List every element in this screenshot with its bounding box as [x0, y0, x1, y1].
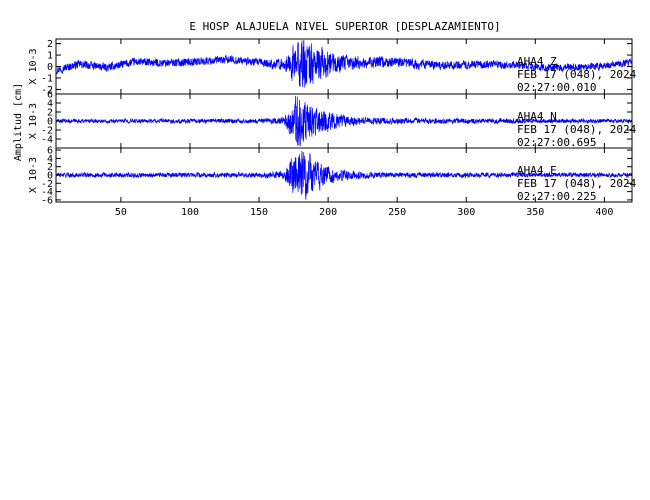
y-tick-label: 2: [47, 108, 53, 119]
station-component: AHA4 E: [517, 164, 557, 177]
scale-label: X 10-3: [28, 157, 39, 193]
record-date: FEB 17 (048), 2024: [517, 177, 637, 190]
x-axis: 50 100 150 200 250 300 350 400: [115, 39, 613, 218]
waveform-n: [55, 95, 633, 146]
y-tick-label: 1: [47, 51, 53, 62]
x-tick-label: 300: [457, 207, 475, 218]
x-tick-label: 200: [319, 207, 337, 218]
station-component: AHA4 N: [517, 110, 557, 123]
x-tick-label: 150: [250, 207, 268, 218]
y-tick-label: 0: [47, 117, 53, 128]
chart-title: E HOSP ALAJUELA NIVEL SUPERIOR [DESPLAZA…: [189, 20, 500, 33]
x-tick-label: 100: [181, 207, 199, 218]
waveform-z: [55, 39, 633, 88]
x-tick-label: 350: [526, 207, 544, 218]
y-tick-label: 6: [47, 146, 53, 157]
x-tick-label: 250: [388, 207, 406, 218]
scale-label: X 10-3: [28, 103, 39, 139]
station-component: AHA4 Z: [517, 55, 557, 68]
y-axis-label: Amplitud [cm]: [13, 83, 24, 161]
y-tick-label: 6: [47, 90, 53, 101]
record-date: FEB 17 (048), 2024: [517, 68, 637, 81]
y-tick-label: -1: [41, 73, 53, 84]
y-tick-label: -4: [41, 187, 53, 198]
record-time: 02:27:00.225: [517, 190, 596, 203]
y-tick-label: -4: [41, 135, 53, 146]
y-tick-label: 0: [47, 62, 53, 73]
y-tick-label: 4: [47, 99, 53, 110]
y-tick-label: -2: [41, 179, 53, 190]
scale-label: X 10-3: [28, 48, 39, 84]
y-tick-label: -2: [41, 85, 53, 96]
waveform-e: [55, 150, 633, 200]
y-tick-label: 0: [47, 171, 53, 182]
record-date: FEB 17 (048), 2024: [517, 123, 637, 136]
x-tick-label: 50: [115, 207, 127, 218]
y-tick-label: -2: [41, 126, 53, 137]
record-time: 02:27:00.695: [517, 136, 596, 149]
y-tick-label: 4: [47, 154, 53, 165]
y-tick-label: 2: [47, 162, 53, 173]
record-time: 02:27:00.010: [517, 81, 596, 94]
y-tick-label: 2: [47, 39, 53, 50]
y-tick-label: -6: [41, 195, 53, 206]
x-tick-label: 400: [595, 207, 613, 218]
